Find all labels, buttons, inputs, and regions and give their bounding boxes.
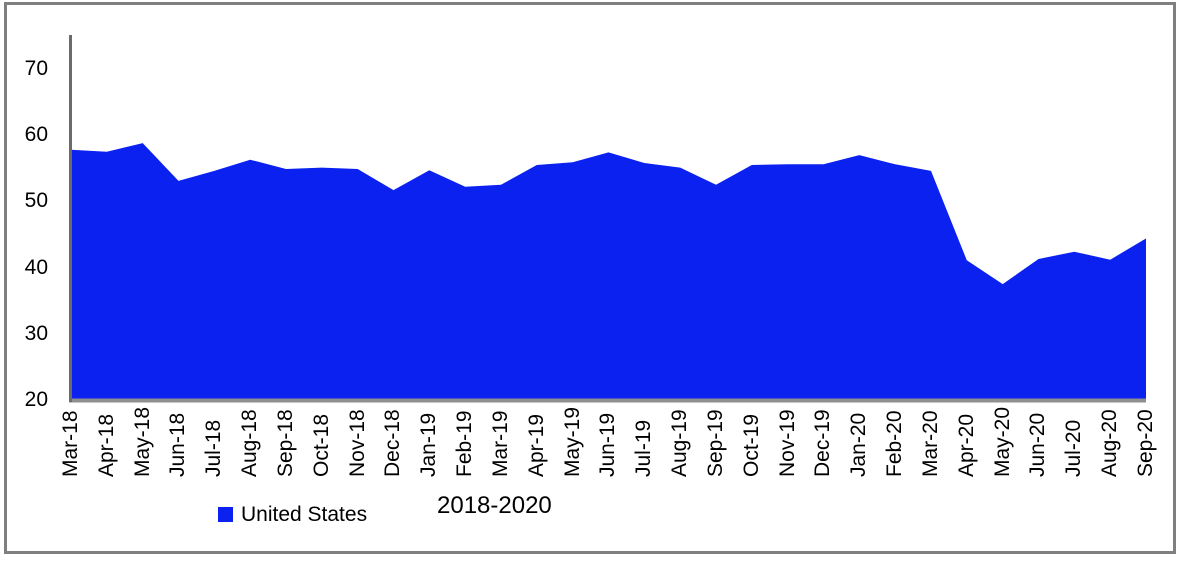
y-axis-tick-label: 20 (24, 388, 48, 411)
y-axis-tick-label: 40 (24, 255, 48, 279)
x-axis-period-note: 2018-2020 (437, 492, 552, 519)
legend: United States (218, 502, 367, 527)
y-axis-tick-label: 70 (24, 57, 48, 80)
legend-series-label: United States (241, 502, 368, 526)
y-axis-tick-label: 50 (24, 189, 48, 213)
y-axis-tick-label: 30 (24, 321, 48, 345)
y-axis-tick-label: 60 (24, 123, 48, 147)
legend-swatch-icon (218, 507, 233, 522)
united-states-area-series (71, 143, 1146, 400)
chart-frame-border (4, 2, 1176, 554)
